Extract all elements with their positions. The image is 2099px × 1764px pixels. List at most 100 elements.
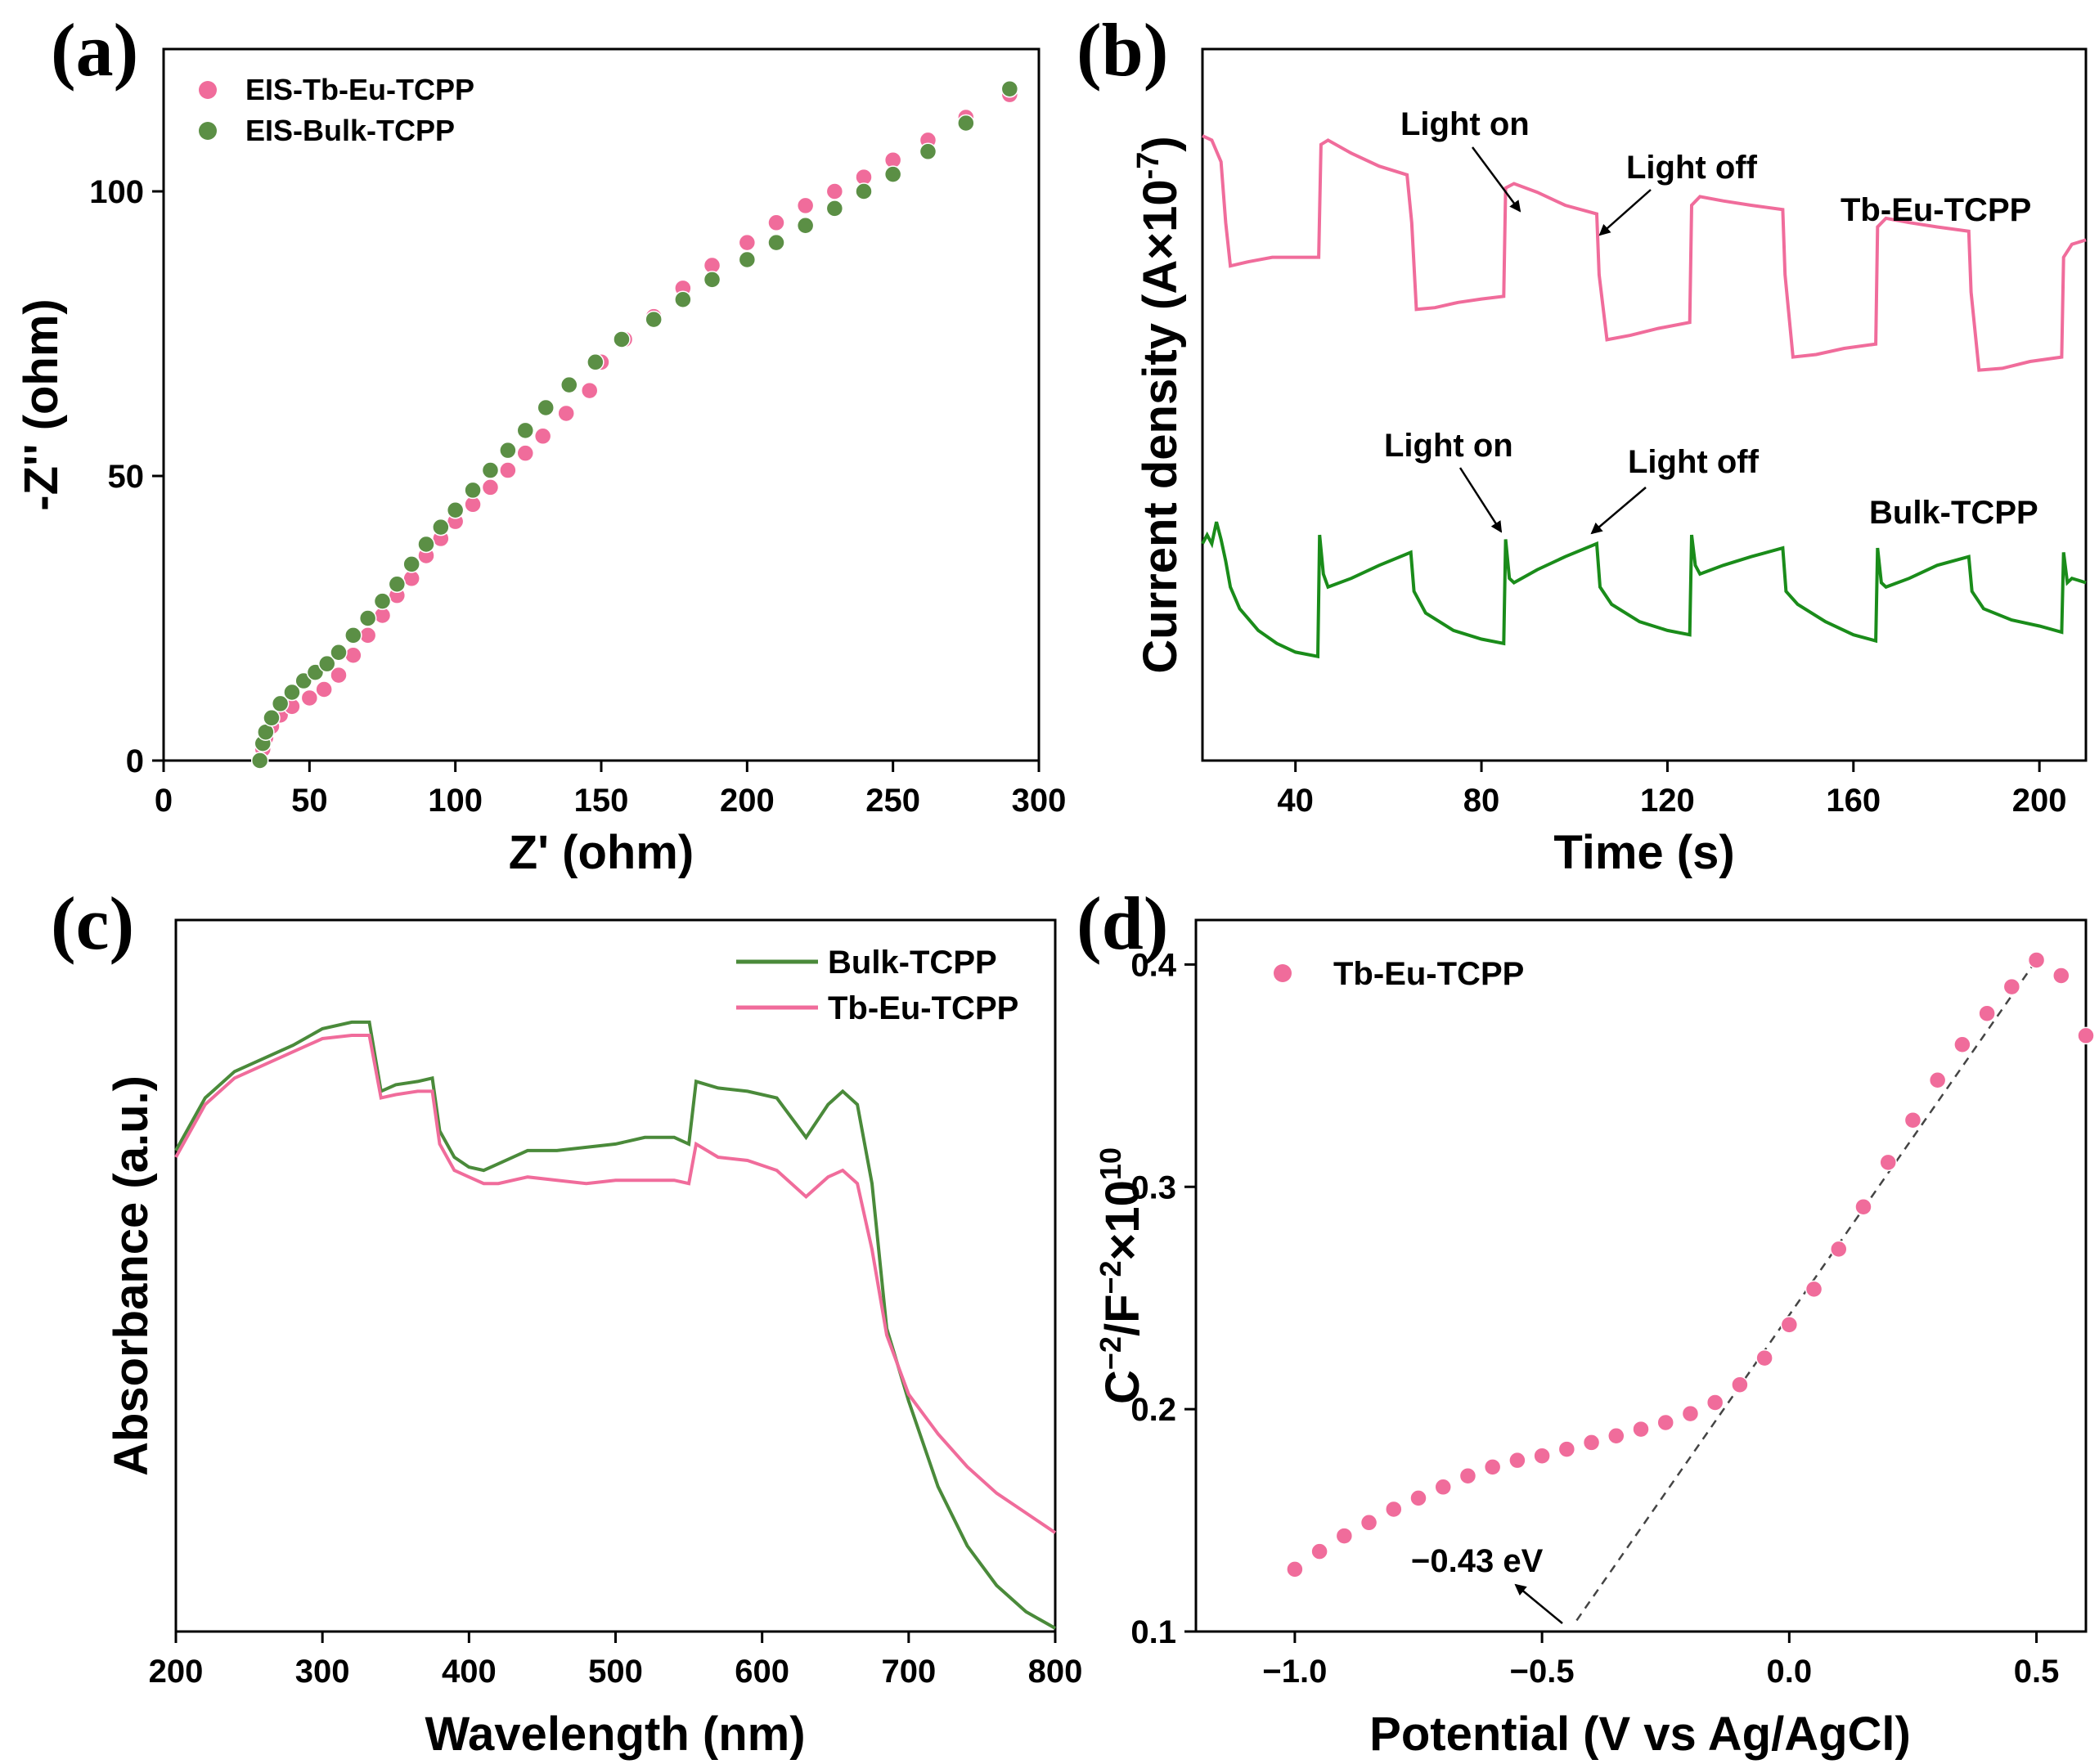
c-xtick-label: 700 <box>881 1654 936 1690</box>
eis-bulk-point <box>402 555 420 573</box>
eis-tb-eu-point <box>499 461 517 479</box>
y-axis-label-d: C−2/F−2×1010 <box>1094 1147 1149 1404</box>
eis-bulk-point <box>481 461 500 479</box>
eis-bulk-point <box>464 481 482 500</box>
d-xtick-label: −0.5 <box>1510 1654 1575 1690</box>
a-xtick-label: 150 <box>574 783 629 819</box>
arrow-light-off-2 <box>1590 487 1647 535</box>
series-tb-eu-tcpp-ms <box>1286 951 2095 1578</box>
legend-marker-eis-tb-eu-tcpp <box>199 81 217 99</box>
eis-bulk-point <box>957 114 975 132</box>
eis-bulk-point <box>883 165 902 183</box>
arrow-light-off-1 <box>1598 189 1652 236</box>
eis-tb-eu-point <box>481 478 500 496</box>
a-xtick-label: 200 <box>720 783 775 819</box>
c-xtick-label: 400 <box>442 1654 497 1690</box>
eis-tb-eu-point <box>300 689 319 707</box>
legend-marker-tb-eu-tcpp <box>1274 964 1292 982</box>
a-xtick-label: 50 <box>291 783 328 819</box>
ms-point <box>1434 1478 1452 1497</box>
ms-point <box>1632 1420 1650 1439</box>
a-xtick-label: 250 <box>865 783 920 819</box>
y-axis-label-b: Current density (A×10-7) <box>1131 136 1187 673</box>
eis-bulk-point <box>703 271 721 289</box>
eis-bulk-point <box>855 182 873 200</box>
legend-label-bulk-tcpp: Bulk-TCPP <box>828 945 997 981</box>
eis-bulk-point <box>330 644 348 662</box>
x-axis-label-a: Z' (ohm) <box>509 826 694 879</box>
panel-label-d: (d) <box>1076 882 1168 965</box>
c-xtick-label: 500 <box>588 1654 643 1690</box>
eis-tb-eu-point <box>796 196 815 215</box>
legend-label-eis-tb-eu-tcpp: EIS-Tb-Eu-TCPP <box>245 73 474 106</box>
eis-tb-eu-point <box>516 444 535 462</box>
eis-bulk-point <box>645 310 663 329</box>
eis-bulk-point <box>250 752 269 770</box>
legend-label-tb-eu-tcpp: Tb-Eu-TCPP <box>828 990 1018 1026</box>
c-xtick-label: 200 <box>149 1654 204 1690</box>
ms-point <box>1508 1451 1526 1470</box>
eis-bulk-point <box>373 592 392 610</box>
series-label-bulk-tcpp: Bulk-TCPP <box>1869 495 2038 531</box>
ms-point <box>1533 1447 1551 1465</box>
eis-bulk-point <box>516 421 535 440</box>
eis-tb-eu-point <box>557 404 575 423</box>
ms-point <box>1731 1376 1749 1394</box>
ms-point <box>1483 1458 1502 1476</box>
eis-bulk-point <box>432 518 450 536</box>
legend-label-eis-bulk-tcpp: EIS-Bulk-TCPP <box>245 114 455 147</box>
ms-point <box>1755 1349 1773 1367</box>
ms-point <box>1706 1394 1724 1412</box>
eis-bulk-point <box>825 200 844 218</box>
ms-point <box>1928 1071 1947 1089</box>
eis-bulk-point <box>317 654 336 673</box>
eis-bulk-point <box>613 330 631 348</box>
x-axis-label-c: Wavelength (nm) <box>425 1708 805 1761</box>
eis-tb-eu-point <box>344 646 362 664</box>
x-axis-label-d: Potential (V vs Ag/AgCl) <box>1369 1708 1911 1761</box>
panel-label-c: (c) <box>51 882 134 965</box>
panel-b-frame <box>1201 47 2088 762</box>
eis-bulk-point <box>767 233 785 252</box>
panel-b-photocurrent: 40 80 120 160 200 Tb-Eu-TCPP Bulk-TCPP Light… <box>1131 47 2088 879</box>
arrow-flat-band <box>1514 1583 1563 1624</box>
annotation-light-on-1: Light on <box>1400 106 1530 142</box>
eis-tb-eu-point <box>738 233 757 252</box>
eis-bulk-point <box>388 575 407 593</box>
ms-point <box>1978 1004 1996 1022</box>
eis-bulk-point <box>587 353 605 371</box>
eis-bulk-point <box>446 501 465 519</box>
ms-point <box>1780 1316 1799 1334</box>
eis-bulk-point <box>1000 79 1019 98</box>
ms-point <box>1360 1514 1378 1532</box>
ms-point <box>1582 1434 1601 1452</box>
ms-point <box>1459 1466 1477 1485</box>
ms-point <box>1805 1280 1823 1299</box>
eis-tb-eu-point <box>580 381 599 400</box>
ms-point <box>1557 1440 1576 1458</box>
eis-tb-eu-point <box>767 213 785 232</box>
legend-label-tb-eu-tcpp-d: Tb-Eu-TCPP <box>1333 956 1524 992</box>
panel-label-a: (a) <box>51 8 138 92</box>
series-label-tb-eu-tcpp: Tb-Eu-TCPP <box>1841 192 2031 228</box>
panel-d-mott-schottky: −1.0 −0.5 0.0 0.5 0.1 0.2 0.3 0.4 Tb-Eu-TCPP −0… <box>1094 918 2095 1761</box>
c-xtick-label: 800 <box>1028 1654 1083 1690</box>
panel-c-frame <box>174 918 1057 1633</box>
eis-bulk-point <box>674 290 692 308</box>
eis-bulk-point <box>358 609 377 627</box>
ms-point <box>1879 1153 1897 1172</box>
eis-tb-eu-point <box>533 427 552 446</box>
a-ytick-label: 100 <box>89 174 144 210</box>
ms-point <box>2027 951 2046 969</box>
a-xtick-label: 0 <box>155 783 173 819</box>
series-tb-eu-tcpp-absorbance <box>174 1034 1057 1534</box>
eis-bulk-point <box>263 709 281 727</box>
panel-d-frame <box>1194 918 2088 1633</box>
series-eis-bulk-tcpp <box>250 79 1019 770</box>
ms-point <box>2002 977 2021 996</box>
d-ytick-label: 0.4 <box>1130 947 1176 983</box>
c-xtick-label: 300 <box>295 1654 350 1690</box>
d-xtick-label: 0.0 <box>1767 1654 1813 1690</box>
